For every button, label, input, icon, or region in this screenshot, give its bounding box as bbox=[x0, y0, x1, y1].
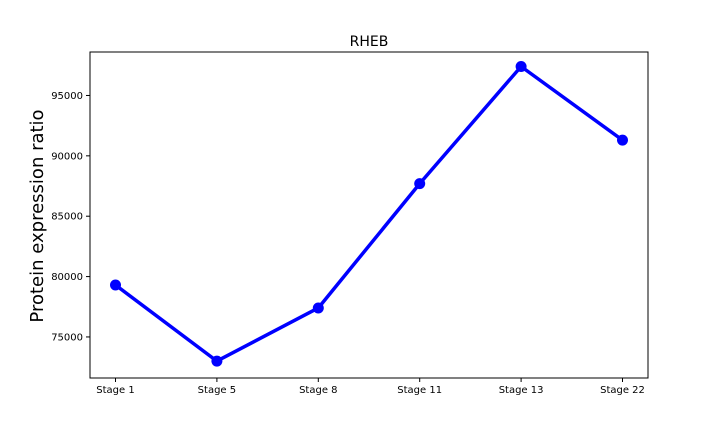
x-tick-label: Stage 1 bbox=[96, 385, 134, 396]
x-tick-label: Stage 8 bbox=[299, 385, 337, 396]
x-tick-label: Stage 13 bbox=[499, 385, 544, 396]
data-point bbox=[414, 178, 426, 190]
data-point bbox=[110, 279, 121, 291]
chart-title: RHEB bbox=[350, 34, 389, 50]
y-tick-label: 85000 bbox=[51, 212, 83, 223]
data-point bbox=[211, 355, 223, 367]
y-tick-label: 75000 bbox=[51, 332, 83, 343]
plot-area-frame bbox=[89, 51, 649, 379]
y-axis: 75000 80000 85000 90000 95000 bbox=[51, 91, 90, 343]
series-layer bbox=[110, 60, 628, 367]
x-tick-label: Stage 5 bbox=[198, 385, 236, 396]
data-point bbox=[617, 134, 628, 146]
series-line bbox=[113, 64, 625, 363]
data-point bbox=[515, 60, 527, 72]
y-tick-label: 90000 bbox=[51, 151, 83, 162]
y-axis-label: Protein expression ratio bbox=[27, 109, 48, 322]
x-axis: Stage 1 Stage 5 Stage 8 Stage 11 Stage 13 Sta… bbox=[96, 378, 645, 396]
y-tick-label: 95000 bbox=[51, 91, 83, 102]
y-tick-label: 80000 bbox=[51, 272, 83, 283]
data-point bbox=[312, 302, 324, 314]
x-tick-label: Stage 11 bbox=[397, 385, 442, 396]
x-tick-label: Stage 22 bbox=[600, 385, 645, 396]
